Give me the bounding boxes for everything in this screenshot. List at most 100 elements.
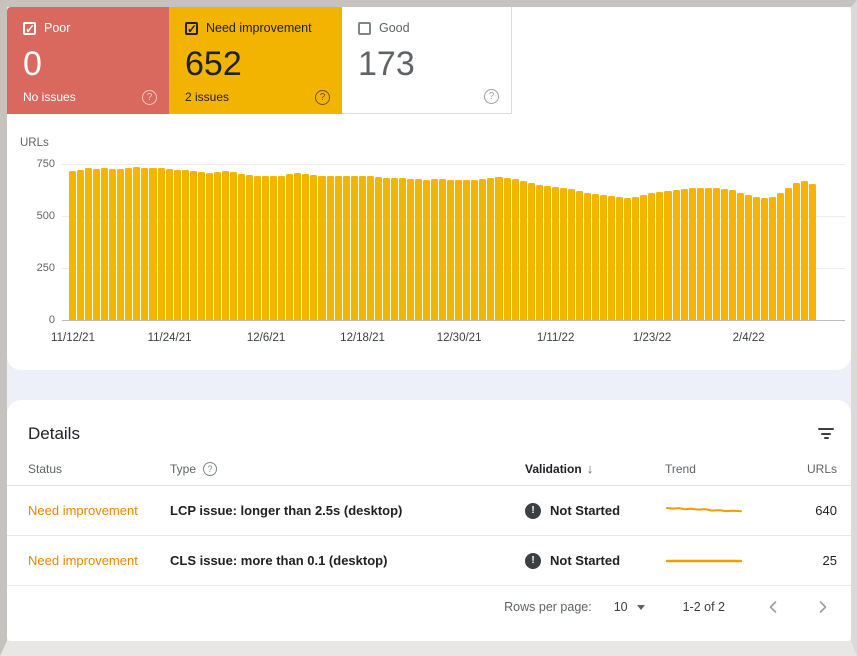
table-row[interactable]: Need improvement LCP issue: longer than … xyxy=(7,486,851,536)
chart-bar xyxy=(221,170,229,320)
chart-bar xyxy=(761,198,769,320)
poor-card-header: Poor xyxy=(23,21,153,36)
chart-bar xyxy=(374,177,382,320)
rows-per-page-label: Rows per page: xyxy=(504,600,592,614)
chart-bar xyxy=(592,194,600,320)
chart-bar xyxy=(527,182,535,320)
table-header-row: Status Type ? Validation ↓ Trend URLs xyxy=(7,452,851,486)
chart-bar xyxy=(278,175,286,320)
poor-count: 0 xyxy=(23,45,42,83)
column-header-urls[interactable]: URLs xyxy=(806,461,837,476)
rows-per-page-select[interactable]: 10 xyxy=(614,600,645,614)
chart-bar xyxy=(801,181,809,320)
chart-bar xyxy=(648,193,656,320)
chart-bar xyxy=(254,175,262,320)
column-header-validation[interactable]: Validation ↓ xyxy=(525,461,594,476)
chart-panel: Poor 0 No issues ? Need improvement 652 … xyxy=(7,7,851,370)
help-icon[interactable]: ? xyxy=(203,461,218,476)
details-header: Details xyxy=(7,400,851,452)
not-started-icon: ! xyxy=(525,552,541,569)
chart-bar xyxy=(310,175,318,320)
next-page-button[interactable] xyxy=(811,595,835,619)
x-axis-tick-label: 12/30/21 xyxy=(436,332,482,344)
x-axis-tick-label: 2/4/22 xyxy=(732,332,765,344)
issue-type-cell[interactable]: LCP issue: longer than 2.5s (desktop) xyxy=(170,503,403,518)
chart-bar xyxy=(358,176,366,320)
chart-plot-area: 11/12/21 11/24/21 12/6/21 12/18/21 12/30/21 1… xyxy=(51,164,845,344)
validation-cell: ! Not Started xyxy=(525,502,665,519)
chart-bar xyxy=(149,168,157,320)
chart-bar xyxy=(423,179,431,320)
details-panel: Details Status Type ? Validation ↓ Trend… xyxy=(7,400,851,641)
poor-checkbox[interactable] xyxy=(23,21,36,36)
trend-cell xyxy=(665,503,775,519)
y-axis-tick-label: 250 xyxy=(36,262,55,274)
chart-bar xyxy=(656,191,664,320)
chart-bar xyxy=(584,192,592,320)
chart-bar xyxy=(366,176,374,320)
chart-bar xyxy=(600,195,608,320)
chart-bar xyxy=(173,170,181,320)
chart-bar xyxy=(543,185,551,320)
chart-bar xyxy=(189,171,197,320)
chart-bar xyxy=(728,190,736,320)
chart-plot-wrap: URLs 750 500 250 0 11/12/21 11/24/21 12/6/… xyxy=(7,137,845,344)
chart-bars-area xyxy=(69,164,817,320)
help-icon[interactable]: ? xyxy=(142,90,157,105)
good-card-label: Good xyxy=(379,21,410,35)
good-count: 173 xyxy=(358,45,415,83)
poor-card[interactable]: Poor 0 No issues ? xyxy=(7,7,169,114)
need-improvement-checkbox[interactable] xyxy=(185,21,198,36)
chart-bar xyxy=(439,178,447,320)
chart-bar xyxy=(608,196,616,320)
chart-bar xyxy=(302,173,310,320)
gridline-750 xyxy=(62,164,845,165)
good-checkbox[interactable] xyxy=(358,21,371,35)
chart-bars xyxy=(69,164,817,320)
issue-type-cell[interactable]: CLS issue: more than 0.1 (desktop) xyxy=(170,553,388,568)
chart-bar xyxy=(487,178,495,320)
column-header-status[interactable]: Status xyxy=(28,461,63,476)
chart-bar xyxy=(664,190,672,320)
chart-bar xyxy=(463,180,471,320)
previous-page-button[interactable] xyxy=(761,595,785,619)
chart-bar xyxy=(736,192,744,320)
chevron-down-icon xyxy=(636,604,645,610)
need-improvement-card-label: Need improvement xyxy=(206,21,312,35)
chart-bar xyxy=(117,169,125,320)
chart-bar xyxy=(286,174,294,320)
chart-bar xyxy=(181,170,189,320)
chart-bar xyxy=(415,179,423,320)
chart-bar xyxy=(720,189,728,320)
help-icon[interactable]: ? xyxy=(484,89,499,104)
chart-bar xyxy=(69,170,77,320)
chart-bar xyxy=(672,189,680,320)
chart-bar xyxy=(382,177,390,320)
chart-bar xyxy=(447,179,455,320)
chart-bar xyxy=(471,179,479,320)
chart-bar xyxy=(632,197,640,320)
help-icon[interactable]: ? xyxy=(315,90,330,105)
status-cell: Need improvement xyxy=(28,553,138,568)
x-axis-tick-label: 11/12/21 xyxy=(51,332,95,344)
chart-bar xyxy=(125,167,133,320)
column-header-type[interactable]: Type ? xyxy=(170,461,525,476)
chevron-right-icon xyxy=(819,601,827,613)
chart-bar xyxy=(270,176,278,320)
good-card[interactable]: Good 173 ? xyxy=(342,7,512,114)
table-row[interactable]: Need improvement CLS issue: more than 0.… xyxy=(7,536,851,586)
chart-bar xyxy=(77,169,85,320)
chart-bar xyxy=(744,195,752,320)
need-improvement-card[interactable]: Need improvement 652 2 issues ? xyxy=(169,7,342,114)
chart-bar xyxy=(793,183,801,320)
need-improvement-card-header: Need improvement xyxy=(185,21,326,36)
summary-cards-row: Poor 0 No issues ? Need improvement 652 … xyxy=(7,7,851,114)
chart-bar xyxy=(696,187,704,320)
chart-bar xyxy=(318,175,326,320)
not-started-icon: ! xyxy=(525,502,541,519)
need-improvement-count: 652 xyxy=(185,45,242,83)
chart-bar xyxy=(93,168,101,320)
x-axis-line xyxy=(62,320,845,321)
filter-icon[interactable] xyxy=(817,427,835,441)
chart-bar xyxy=(535,184,543,320)
